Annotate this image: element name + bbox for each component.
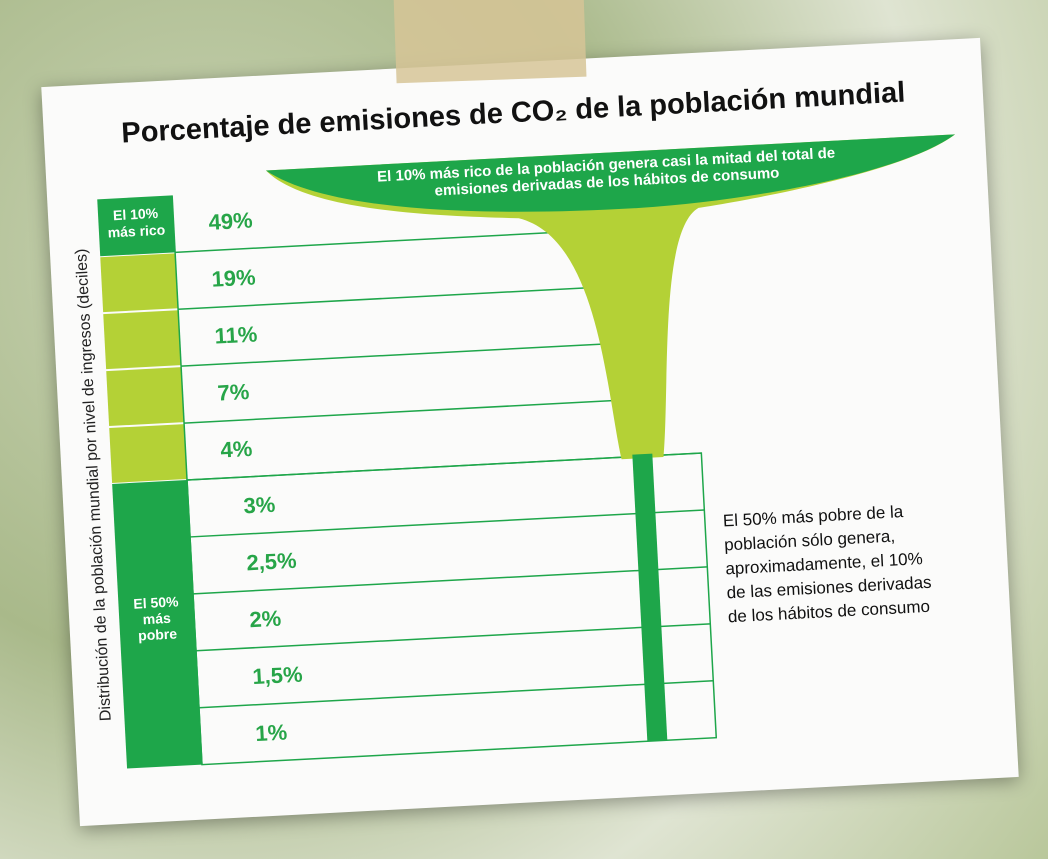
annotation-bottom: El 50% más pobre de la [722,502,904,530]
group-label: El 50% [133,593,179,611]
row-value: 2% [249,606,282,633]
row-line [184,399,643,423]
row-value: 1% [255,719,288,746]
group-label: más [142,610,171,627]
row-value: 2,5% [246,548,297,576]
infographic: Porcentaje de emisiones de CO₂ de la pob… [41,38,1018,826]
row-value: 7% [217,379,250,406]
tape [394,0,587,83]
group-label: pobre [138,625,178,643]
group-label: El 10% [113,205,159,223]
group-label: más rico [107,222,165,241]
row-value: 4% [220,436,253,463]
row-value: 1,5% [252,662,303,690]
row-value: 11% [214,321,258,348]
annotation-bottom: de los hábitos de consumo [727,597,930,627]
row-value: 49% [208,208,253,235]
row-value: 19% [211,264,256,291]
row-value: 3% [243,492,276,519]
annotation-bottom: población sólo genera, [724,527,896,555]
band-mid [100,253,178,312]
funnel-stem [632,454,667,742]
page: Porcentaje de emisiones de CO₂ de la pob… [0,0,1048,859]
title: Porcentaje de emisiones de CO₂ de la pob… [121,77,906,150]
band-mid [109,424,187,483]
paper: Porcentaje de emisiones de CO₂ de la pob… [41,38,1018,826]
band-mid [106,367,184,426]
band-mid [103,310,181,369]
